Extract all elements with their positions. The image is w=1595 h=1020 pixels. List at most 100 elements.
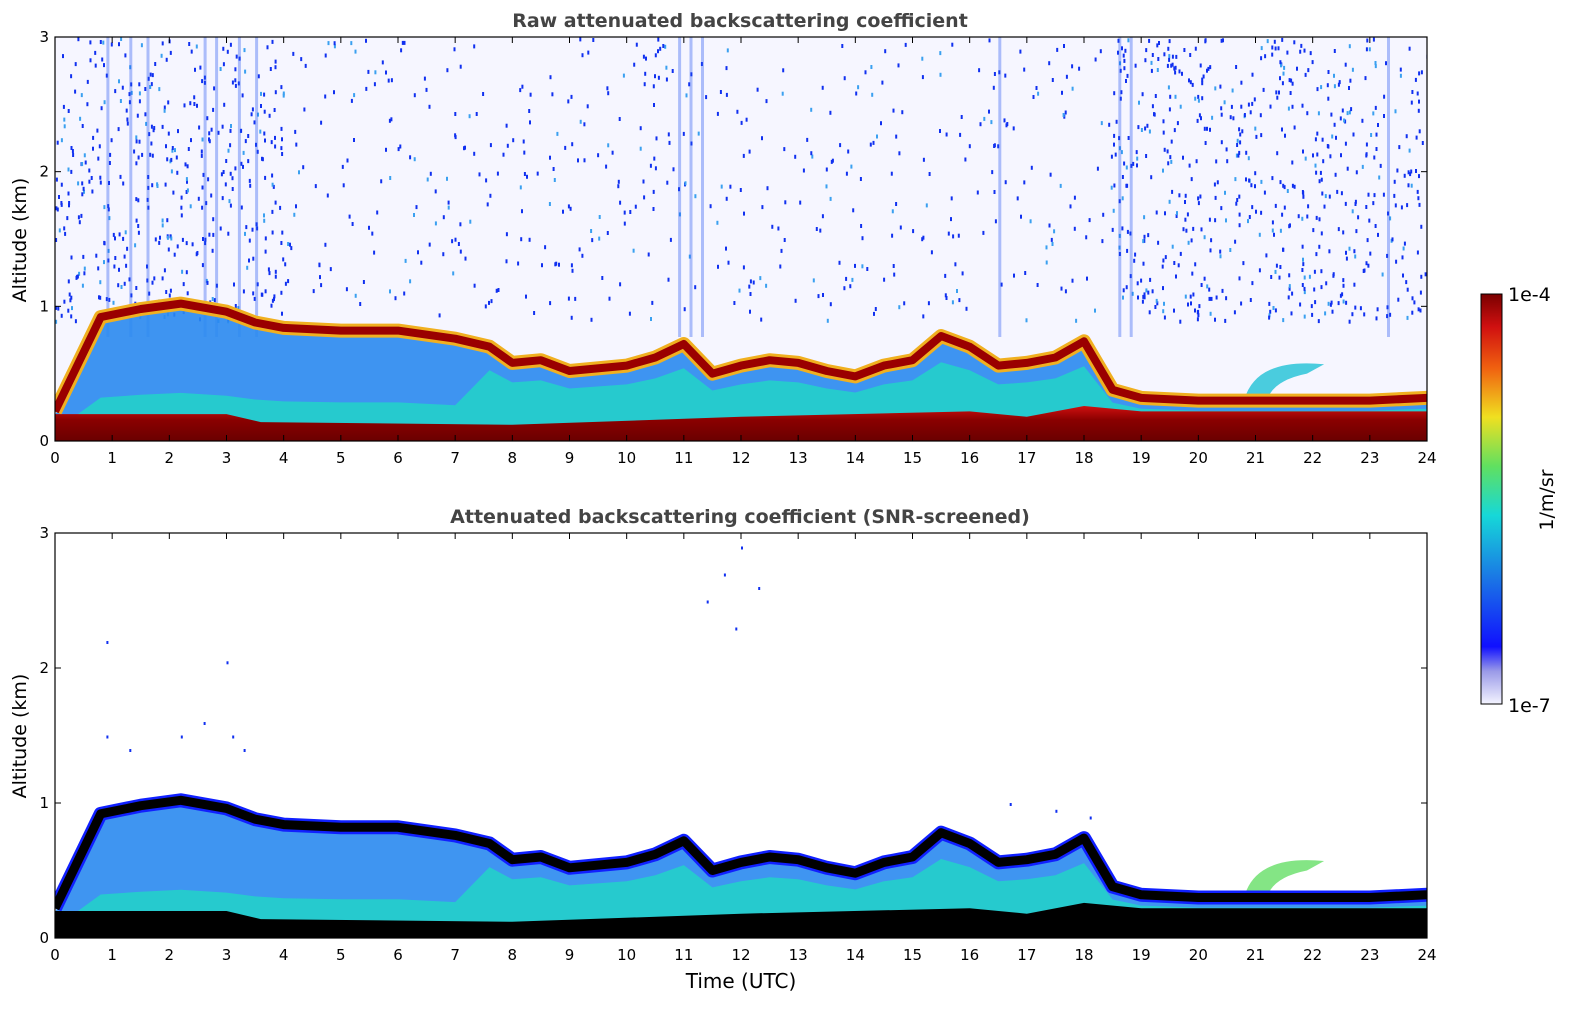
noise-pixel	[1194, 262, 1197, 267]
noise-pixel	[147, 205, 150, 210]
noise-pixel	[1118, 252, 1121, 256]
noise-pixel	[77, 215, 80, 220]
noise-pixel	[74, 319, 77, 324]
noise-pixel	[1239, 132, 1242, 137]
noise-pixel	[56, 140, 59, 145]
noise-pixel	[473, 151, 476, 156]
noise-pixel	[1288, 284, 1291, 289]
noise-pixel	[1233, 310, 1236, 315]
noise-pixel	[688, 82, 691, 87]
x-tick-label: 2	[165, 946, 175, 964]
noise-pixel	[282, 257, 285, 262]
noise-pixel	[252, 291, 255, 296]
noise-pixel	[1350, 107, 1353, 112]
noise-pixel	[921, 237, 924, 242]
noise-pixel	[423, 76, 426, 81]
noise-pixel	[688, 254, 691, 259]
noise-pixel	[657, 75, 660, 80]
noise-pixel	[659, 46, 662, 51]
noise-pixel	[126, 117, 129, 122]
noise-pixel	[642, 54, 645, 59]
noise-pixel	[300, 57, 303, 62]
noise-pixel	[1366, 238, 1369, 243]
noise-pixel	[945, 132, 948, 137]
noise-pixel	[1101, 239, 1104, 244]
noise-pixel	[271, 209, 274, 214]
noise-pixel	[1408, 148, 1411, 153]
noise-pixel	[203, 75, 206, 80]
speckle-pixel	[1089, 816, 1092, 820]
noise-pixel	[523, 150, 526, 155]
noise-pixel	[354, 49, 357, 54]
noise-pixel	[189, 101, 192, 106]
noise-pixel	[738, 288, 741, 293]
noise-pixel	[1367, 192, 1370, 197]
noise-pixel	[720, 184, 723, 189]
noise-pixel	[60, 138, 63, 143]
noise-pixel	[683, 307, 686, 312]
noise-pixel	[244, 69, 247, 74]
noise-streak	[146, 37, 150, 337]
noise-pixel	[1145, 154, 1148, 158]
noise-pixel	[1394, 203, 1397, 208]
noise-pixel	[945, 296, 948, 300]
noise-pixel	[1386, 314, 1389, 319]
noise-pixel	[1114, 152, 1117, 157]
noise-pixel	[1351, 209, 1354, 214]
noise-pixel	[1061, 90, 1063, 95]
noise-pixel	[137, 224, 140, 228]
noise-pixel	[1238, 150, 1241, 155]
noise-pixel	[1372, 37, 1375, 42]
noise-pixel	[82, 254, 85, 259]
noise-pixel	[653, 156, 656, 161]
noise-pixel	[1377, 123, 1379, 127]
noise-pixel	[1373, 155, 1376, 160]
noise-pixel	[151, 73, 154, 78]
noise-pixel	[639, 126, 642, 131]
noise-pixel	[1199, 63, 1202, 68]
noise-pixel	[1184, 217, 1187, 222]
noise-pixel	[629, 210, 632, 214]
noise-pixel	[1132, 161, 1135, 166]
noise-pixel	[413, 93, 416, 98]
noise-pixel	[1329, 302, 1332, 307]
noise-pixel	[229, 171, 232, 176]
noise-pixel	[1287, 295, 1290, 300]
noise-pixel	[1215, 159, 1218, 164]
noise-pixel	[1291, 160, 1294, 165]
noise-pixel	[263, 109, 266, 114]
noise-pixel	[1173, 128, 1176, 133]
noise-pixel	[839, 143, 842, 148]
noise-pixel	[438, 313, 441, 318]
noise-pixel	[489, 193, 492, 198]
noise-pixel	[1374, 64, 1377, 69]
noise-pixel	[1300, 43, 1303, 48]
noise-pixel	[281, 137, 283, 142]
noise-pixel	[548, 202, 551, 206]
noise-pixel	[108, 161, 111, 165]
noise-pixel	[447, 200, 450, 205]
noise-pixel	[1272, 306, 1275, 310]
noise-pixel	[1312, 153, 1314, 158]
noise-pixel	[1123, 58, 1126, 63]
noise-pixel	[1283, 205, 1286, 210]
noise-pixel	[866, 267, 869, 271]
noise-pixel	[1296, 66, 1298, 71]
noise-pixel	[1411, 296, 1414, 301]
noise-pixel	[841, 44, 844, 48]
noise-pixel	[401, 40, 404, 45]
x-tick-label: 20	[1189, 946, 1208, 964]
noise-pixel	[745, 117, 748, 122]
noise-pixel	[523, 172, 526, 176]
x-tick-label: 20	[1189, 449, 1208, 467]
noise-pixel	[113, 264, 116, 269]
noise-pixel	[567, 296, 570, 301]
noise-pixel	[1314, 300, 1317, 305]
noise-pixel	[212, 232, 215, 237]
noise-pixel	[1037, 91, 1040, 96]
noise-pixel	[1163, 315, 1166, 320]
noise-pixel	[1291, 81, 1294, 86]
noise-pixel	[1375, 316, 1378, 321]
noise-pixel	[1320, 231, 1323, 236]
